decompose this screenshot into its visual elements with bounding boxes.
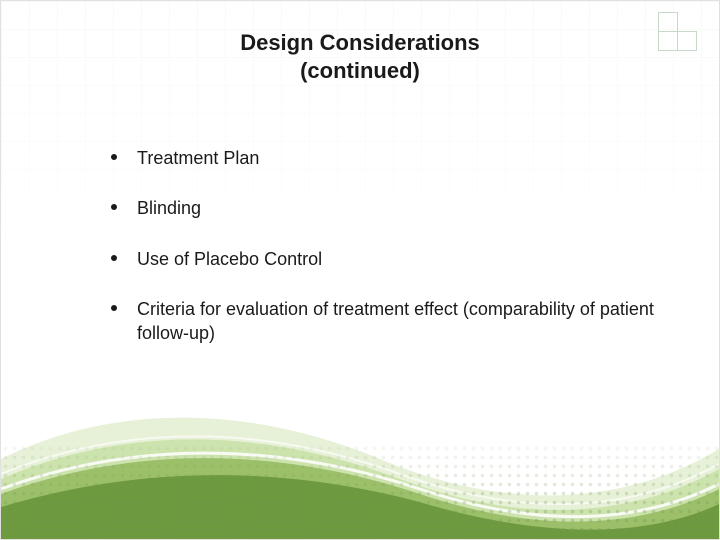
slide-title: Design Considerations (continued) [1, 29, 719, 84]
list-item: Treatment Plan [111, 146, 659, 170]
bullet-icon [111, 204, 117, 210]
corner-logo [659, 13, 697, 51]
list-item: Blinding [111, 196, 659, 220]
dotted-band [1, 444, 719, 539]
bullet-text: Treatment Plan [137, 146, 259, 170]
bullet-icon [111, 255, 117, 261]
bullet-icon [111, 305, 117, 311]
bullet-text: Use of Placebo Control [137, 247, 322, 271]
list-item: Use of Placebo Control [111, 247, 659, 271]
title-line-2: (continued) [1, 57, 719, 85]
list-item: Criteria for evaluation of treatment eff… [111, 297, 659, 346]
bullet-text: Criteria for evaluation of treatment eff… [137, 297, 659, 346]
title-line-1: Design Considerations [1, 29, 719, 57]
bullet-icon [111, 154, 117, 160]
bullet-text: Blinding [137, 196, 201, 220]
bullet-list: Treatment Plan Blinding Use of Placebo C… [111, 146, 659, 371]
